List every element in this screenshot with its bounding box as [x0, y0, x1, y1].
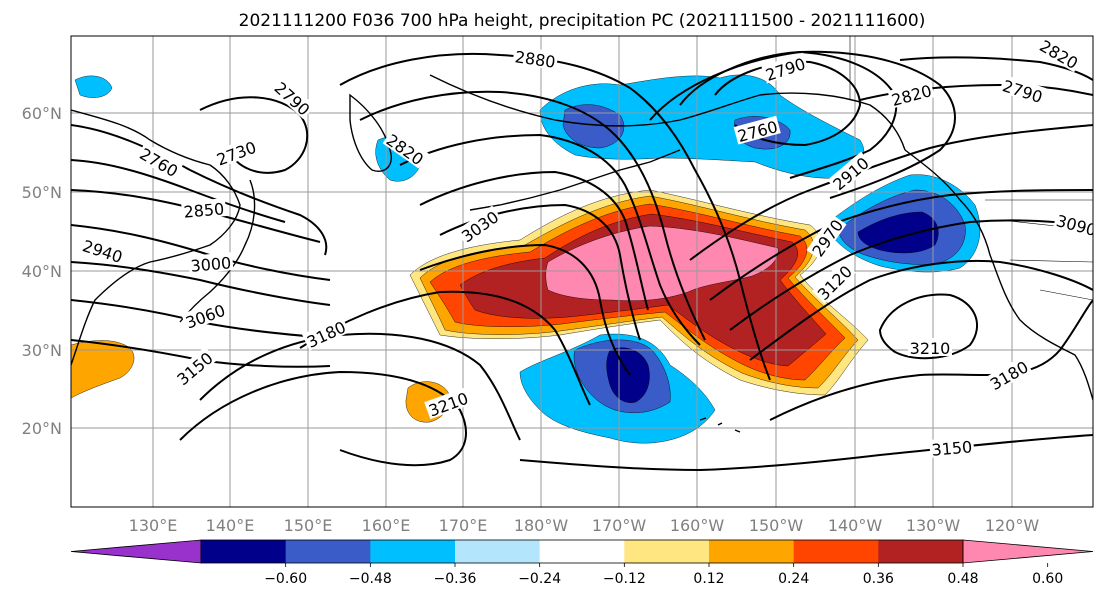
lon-label: 160°E — [362, 516, 411, 535]
colorbar-outline — [200, 539, 964, 564]
lon-label: 180°W — [514, 516, 569, 535]
coastlines — [71, 36, 1093, 433]
colorbar-tick-labels: −0.60 −0.48 −0.36 −0.24 −0.12 0.12 0.24 0.36 0.4… — [264, 563, 1063, 587]
colorbar-segment — [709, 540, 795, 563]
coast-asia — [71, 109, 241, 366]
lon-label: 160°W — [670, 516, 725, 535]
lon-label: 170°E — [439, 516, 488, 535]
map-panel: 2880279027902790282028202820276027602730… — [71, 36, 1093, 507]
colorbar-segment — [539, 540, 625, 563]
colorbar-segment — [455, 540, 541, 563]
colorbar-extend-low — [70, 539, 202, 564]
lon-label: 130°E — [129, 516, 178, 535]
contour-label: 2880 — [512, 46, 559, 72]
contour-label: 3210 — [908, 338, 952, 358]
colorbar-tick-label: 0.24 — [778, 571, 809, 587]
lon-label: 120°W — [985, 516, 1040, 535]
colorbar-tick-label: −0.36 — [434, 571, 477, 587]
precip-shading — [71, 74, 981, 444]
coast-kamchatka — [349, 93, 392, 172]
svg-text:2850: 2850 — [183, 199, 225, 221]
lon-label: 140°E — [206, 516, 255, 535]
shade-neg-south-3 — [606, 347, 650, 403]
colorbar-extend-high — [962, 539, 1094, 564]
map-title: 2021111200 F036 700 hPa height, precipit… — [239, 11, 926, 31]
colorbar — [70, 539, 1094, 564]
colorbar-tick-label: 0.60 — [1032, 571, 1063, 587]
colorbar-tick-label: −0.24 — [518, 571, 561, 587]
contour-label: 3150 — [929, 436, 975, 460]
lat-label: 30°N — [22, 341, 62, 360]
lat-label: 60°N — [22, 104, 62, 123]
lon-label: 150°W — [749, 516, 804, 535]
colorbar-segment — [285, 540, 371, 563]
colorbar-segment — [878, 540, 964, 563]
colorbar-segment — [370, 540, 456, 563]
svg-text:3210: 3210 — [910, 339, 951, 358]
colorbar-segment — [201, 540, 287, 563]
colorbar-segment — [624, 540, 710, 563]
shade-neg-nw — [74, 75, 113, 98]
lon-label: 130°W — [906, 516, 961, 535]
colorbar-tick-label: −0.12 — [603, 571, 646, 587]
colorbar-tick-label: 0.48 — [947, 571, 978, 587]
lat-label: 40°N — [22, 262, 62, 281]
coast-hawaii — [699, 417, 741, 433]
svg-text:3150: 3150 — [931, 437, 973, 459]
height-contours — [71, 50, 1093, 472]
colorbar-tick-label: −0.60 — [264, 571, 307, 587]
shade-neg-north-2 — [562, 104, 625, 149]
map-frame — [70, 35, 1094, 508]
lat-label: 50°N — [22, 183, 62, 202]
lat-label: 20°N — [22, 419, 62, 438]
coast-alaska — [429, 74, 906, 151]
colorbar-tick-label: −0.48 — [349, 571, 392, 587]
coast-aleutians — [469, 149, 681, 211]
coast-na-west — [904, 149, 1093, 401]
lon-label: 170°W — [592, 516, 647, 535]
colorbar-tick-label: 0.12 — [693, 571, 724, 587]
graticule — [71, 36, 1093, 507]
lon-label: 150°E — [284, 516, 333, 535]
contour-label: 3000 — [188, 252, 234, 276]
svg-text:3000: 3000 — [190, 253, 232, 275]
lon-tick-labels: 130°E 140°E 150°E 160°E 170°E 180°W 170°W 160°W… — [129, 516, 1040, 535]
colorbar-segment — [793, 540, 879, 563]
lon-label: 140°W — [828, 516, 883, 535]
colorbar-tick-label: 0.36 — [863, 571, 894, 587]
shade-pos-west — [71, 340, 135, 399]
contour-label: 2850 — [181, 198, 227, 222]
lat-tick-labels: 20°N 30°N 40°N 50°N 60°N — [22, 104, 62, 438]
